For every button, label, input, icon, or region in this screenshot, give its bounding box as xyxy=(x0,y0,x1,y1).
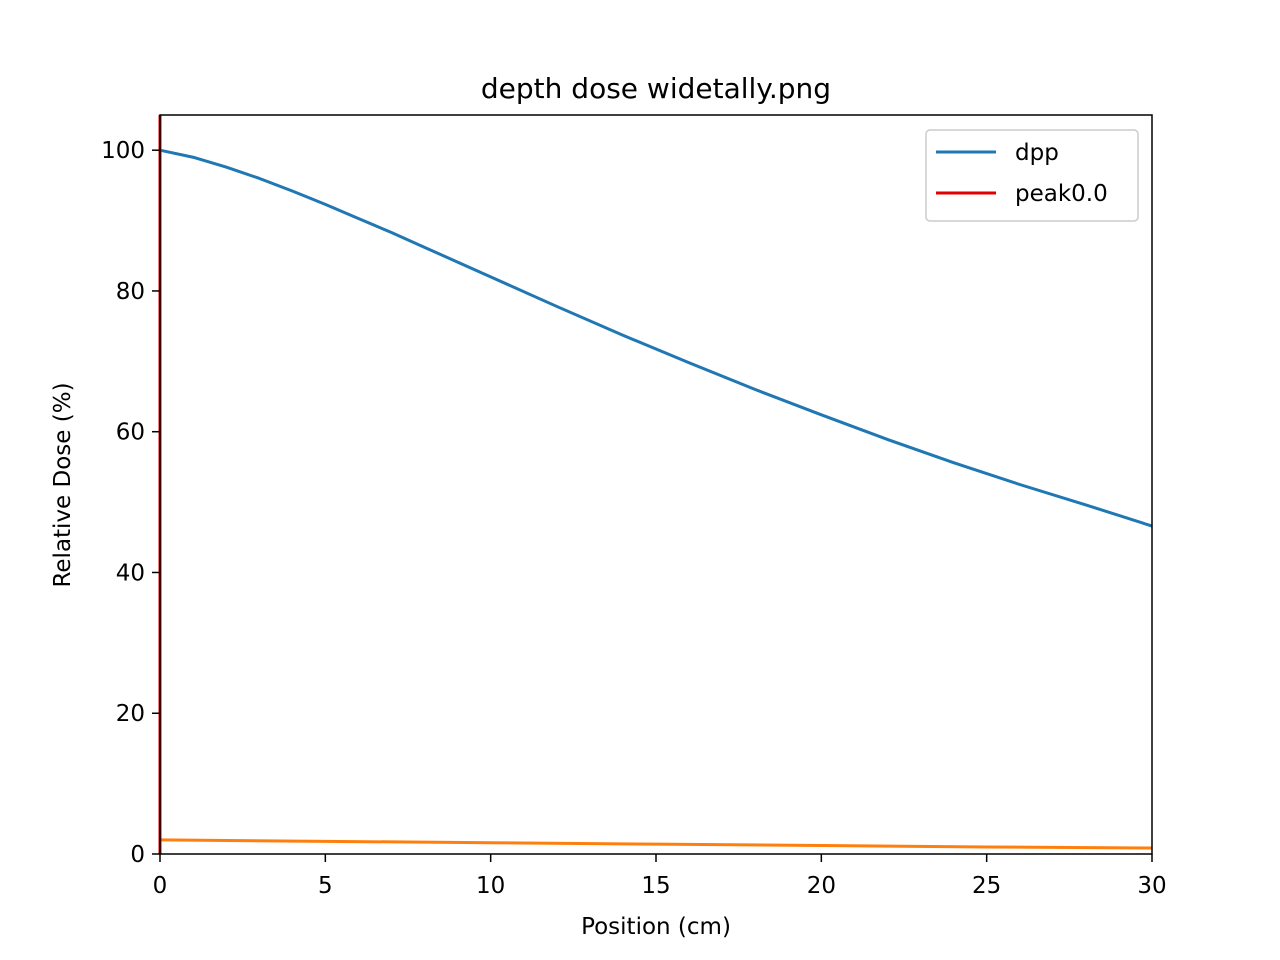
y-tick-label: 20 xyxy=(116,701,145,727)
x-axis-ticks: 0 5 10 15 20 25 30 xyxy=(153,854,1167,899)
y-tick-label: 60 xyxy=(116,420,145,446)
x-tick-label: 5 xyxy=(318,873,333,899)
x-tick-label: 30 xyxy=(1137,873,1166,899)
x-tick-label: 20 xyxy=(807,873,836,899)
y-tick-label: 40 xyxy=(116,560,145,586)
x-tick-label: 15 xyxy=(641,873,670,899)
y-axis-label: Relative Dose (%) xyxy=(50,382,76,587)
chart-title: depth dose widetally.png xyxy=(481,72,831,105)
legend-label-dpp: dpp xyxy=(1015,140,1059,166)
x-tick-label: 0 xyxy=(153,873,168,899)
y-tick-label: 80 xyxy=(116,279,145,305)
legend: dpp peak0.0 xyxy=(925,129,1139,222)
series-line-secondary xyxy=(159,838,1153,850)
x-axis-label: Position (cm) xyxy=(581,914,731,940)
series-line-dpp xyxy=(159,148,1153,528)
y-axis-ticks: 0 20 40 60 80 100 xyxy=(101,138,160,868)
y-tick-label: 100 xyxy=(101,138,145,164)
y-tick-label: 0 xyxy=(130,842,145,868)
legend-label-peak: peak0.0 xyxy=(1015,181,1108,207)
x-tick-label: 10 xyxy=(476,873,505,899)
x-tick-label: 25 xyxy=(972,873,1001,899)
